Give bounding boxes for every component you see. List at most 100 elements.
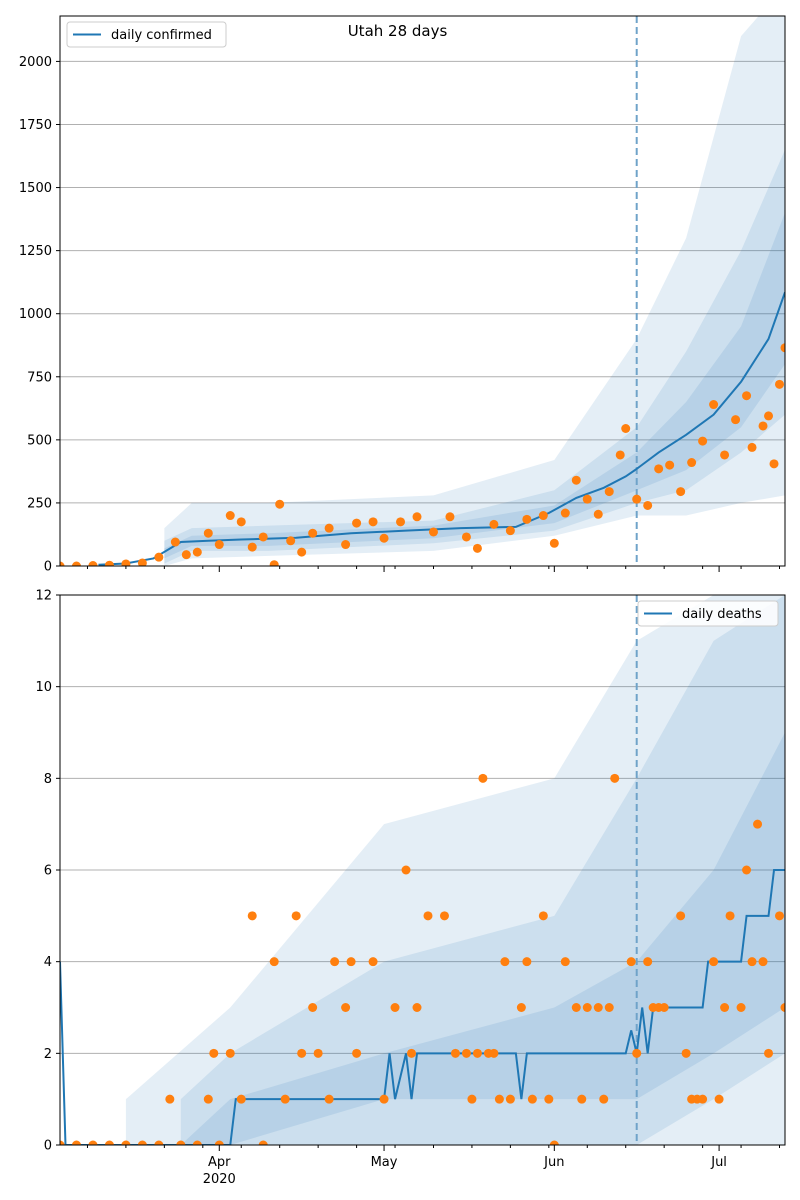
data-point [192, 1140, 202, 1145]
data-point [604, 1003, 614, 1012]
data-point [461, 532, 471, 542]
data-point [346, 957, 356, 967]
data-point [352, 1048, 362, 1058]
legend-label: daily deaths [682, 607, 762, 622]
data-point [225, 1048, 235, 1058]
data-point [324, 1094, 334, 1104]
confidence-band-inner [164, 212, 785, 559]
data-point [709, 957, 719, 967]
data-point [725, 911, 735, 921]
x-tick-label: Jun [543, 1155, 564, 1170]
plot-area [60, 16, 785, 566]
data-point [775, 379, 785, 389]
data-point [176, 1140, 186, 1145]
data-point [368, 957, 378, 967]
y-tick-label: 1500 [19, 181, 52, 196]
data-point [121, 559, 131, 566]
data-point [472, 1048, 482, 1058]
data-point [593, 509, 603, 519]
data-point [428, 527, 438, 537]
data-point [632, 1048, 642, 1058]
data-point [379, 1094, 389, 1104]
data-point [297, 1048, 307, 1058]
data-point [154, 552, 164, 562]
y-tick-label: 4 [44, 955, 52, 970]
data-point [352, 518, 362, 528]
data-point [698, 1094, 708, 1104]
series-line [60, 869, 785, 1145]
data-point [390, 1003, 400, 1012]
data-point [643, 500, 653, 510]
data-point [665, 460, 675, 470]
data-point [775, 911, 785, 921]
data-point [121, 1140, 131, 1145]
data-point [313, 1048, 323, 1058]
series-line [98, 291, 785, 566]
data-point [643, 957, 653, 967]
data-point [742, 865, 752, 875]
data-point [681, 1048, 691, 1058]
legend: daily confirmed [66, 21, 227, 48]
y-tick-label: 250 [27, 496, 52, 511]
data-point [412, 1003, 422, 1012]
data-point [494, 1094, 504, 1104]
legend: daily deaths [637, 600, 779, 627]
x-tick-label: May [371, 1155, 398, 1170]
data-point [324, 523, 334, 533]
data-point [604, 487, 614, 497]
data-point [60, 561, 65, 566]
data-point [368, 517, 378, 527]
data-point [676, 487, 686, 497]
data-point [615, 450, 625, 460]
deaths-chart-panel: 0 2 4 6 8 10 12 Apr 2020 May Jun Jul daily deaths [35, 589, 786, 1187]
data-point [676, 911, 686, 921]
data-point [758, 957, 768, 967]
data-point [698, 436, 708, 446]
data-point [538, 911, 548, 921]
plot-area [60, 595, 785, 1145]
data-point [489, 1048, 499, 1058]
data-point [396, 517, 406, 527]
data-point [654, 464, 664, 474]
y-tick-label: 2000 [19, 55, 52, 70]
data-point [225, 511, 235, 521]
data-point [742, 391, 752, 401]
data-point [599, 1094, 609, 1104]
data-point [720, 1003, 730, 1012]
data-point [203, 528, 213, 538]
data-point [71, 1140, 81, 1145]
confirmed-chart-panel: 0 250 500 750 1000 1250 1500 1750 2000 Utah 28 da… [19, 15, 786, 575]
legend-box [637, 600, 779, 627]
confidence-band-outer [125, 595, 785, 1145]
data-point [165, 1094, 175, 1104]
data-point [412, 512, 422, 522]
y-tick-label: 1250 [19, 244, 52, 259]
data-point [247, 911, 257, 921]
data-point [549, 1140, 559, 1145]
data-point [538, 511, 548, 521]
data-point [88, 560, 98, 566]
data-point [137, 1140, 147, 1145]
data-point [780, 343, 785, 353]
data-point [341, 1003, 351, 1012]
confidence-band-middle [164, 149, 785, 564]
data-point [522, 957, 532, 967]
data-point [461, 1048, 471, 1058]
data-point [236, 1094, 246, 1104]
y-tick-label: 10 [35, 680, 52, 695]
data-point [582, 1003, 592, 1012]
data-point [560, 957, 570, 967]
data-point [582, 494, 592, 504]
y-tick-label: 1750 [19, 118, 52, 133]
data-point [137, 558, 147, 566]
data-point [472, 543, 482, 553]
y-tick-label: 12 [35, 589, 52, 604]
data-point [379, 533, 389, 543]
data-point [450, 1048, 460, 1058]
data-point [401, 865, 411, 875]
data-point [720, 450, 730, 460]
data-point [439, 911, 449, 921]
y-tick-label: 1000 [19, 307, 52, 322]
data-point [714, 1094, 724, 1104]
